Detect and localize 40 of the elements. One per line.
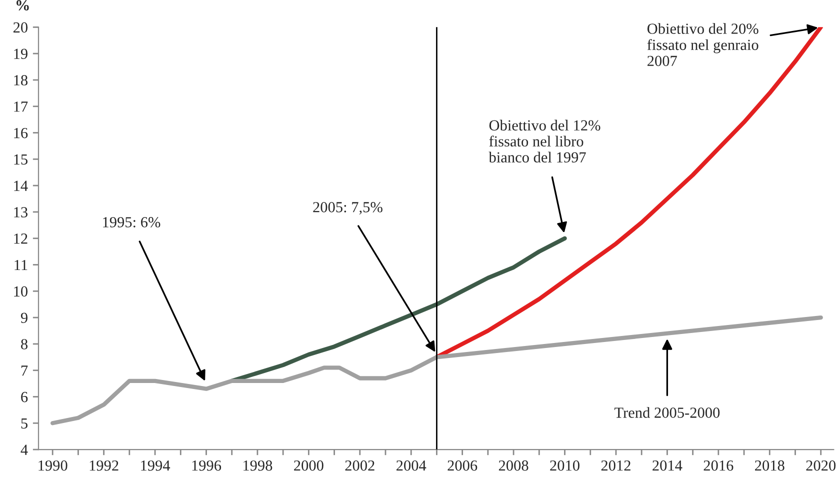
y-tick-label: 15 <box>14 154 28 165</box>
y-tick-label: 12 <box>14 234 28 244</box>
x-tick-label: 2016 <box>704 460 734 471</box>
line-series <box>50 315 823 426</box>
x-tick-label: 2000 <box>294 460 324 471</box>
x-tick-label: 1992 <box>90 460 118 471</box>
x-tick-label: 2004 <box>396 460 426 471</box>
y-tick-label: 8 <box>21 339 28 350</box>
x-tick-label: 2002 <box>345 460 374 471</box>
y-tick-label: 14 <box>14 180 28 191</box>
y-tick-label: 20 <box>13 22 28 33</box>
y-tick-label: 6 <box>21 392 28 402</box>
y-tick-label: 9 <box>20 312 28 323</box>
x-tick-label: 2020 <box>806 460 836 471</box>
y-tick-label: 10 <box>14 286 28 297</box>
x-tick-label: 1994 <box>141 460 170 471</box>
y-tick-label: 11 <box>14 260 28 270</box>
y-tick-label: 19 <box>14 48 28 60</box>
x-tick-label: 2018 <box>755 460 784 471</box>
x-tick-label: 2014 <box>652 460 682 471</box>
y-tick-label: 17 <box>14 102 28 112</box>
x-tick-label: 2006 <box>448 460 478 471</box>
annotation: 2005: 7,5% <box>313 202 382 215</box>
y-axis-title: % <box>16 0 29 10</box>
annotation: Obiettivo del 20% fissato nel genraio 2007 <box>647 23 758 66</box>
y-tick-label: 16 <box>14 128 28 138</box>
x-tick-label: 1990 <box>38 460 68 471</box>
y-tick-label: 5 <box>21 418 28 429</box>
x-tick-label: 2012 <box>601 460 630 471</box>
y-tick-label: 13 <box>14 207 28 218</box>
y-tick-label: 4 <box>20 444 28 455</box>
y-tick-label: 7 <box>21 366 28 376</box>
x-tick-label: 2008 <box>498 460 528 471</box>
y-tick-label: 18 <box>14 75 28 86</box>
x-tick-label: 1998 <box>244 460 272 471</box>
annotation: Trend 2005-2000 <box>614 407 720 418</box>
annotation: Obiettivo del 12% fissato nel libro bianco del 1997 <box>488 120 600 163</box>
x-tick-label: 2010 <box>550 460 580 471</box>
x-tick-label: 1996 <box>192 460 222 471</box>
annotation: 1995: 6% <box>103 217 160 228</box>
